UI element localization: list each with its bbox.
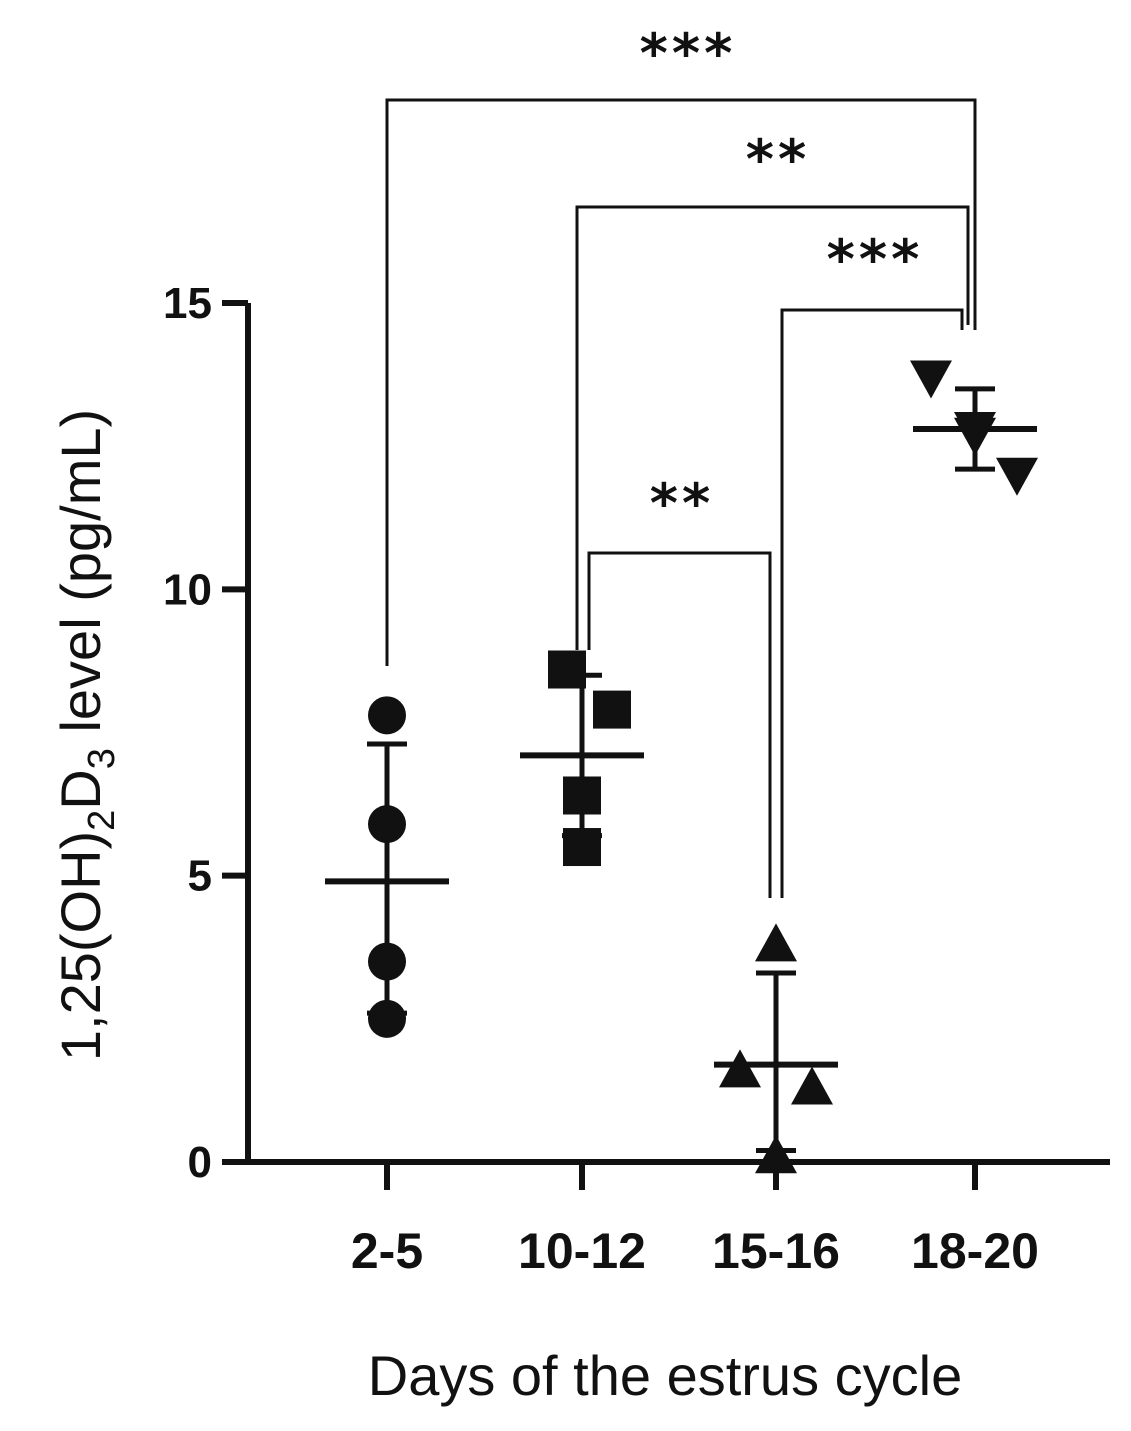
- significance-bracket: [780, 308, 964, 898]
- y-axis-title-sub2: 3: [81, 748, 123, 769]
- data-point-square: [563, 776, 601, 815]
- data-point-circle: [368, 999, 406, 1038]
- data-point-triangle-up: [755, 1135, 797, 1174]
- data-point-triangle-down: [996, 457, 1038, 496]
- significance-label: ***: [640, 22, 737, 85]
- x-tick-label: 10-12: [518, 1223, 646, 1279]
- data-point-triangle-up: [719, 1049, 761, 1088]
- y-axis-title-sub1: 2: [81, 810, 123, 831]
- significance-label: **: [746, 128, 810, 191]
- y-tick-label: 10: [163, 565, 212, 614]
- y-tick-label: 5: [188, 852, 212, 901]
- data-point-triangle-down: [954, 417, 996, 456]
- data-point-circle: [368, 805, 406, 844]
- significance-label: ***: [827, 228, 924, 291]
- y-axis-title-mid: D: [49, 769, 112, 809]
- x-tick-label: 2-5: [351, 1223, 423, 1279]
- data-point-square: [563, 828, 601, 867]
- data-point-square: [593, 690, 631, 729]
- x-axis-title: Days of the estrus cycle: [368, 1344, 962, 1407]
- significance-bracket: [385, 98, 977, 666]
- data-point-triangle-up: [791, 1066, 833, 1105]
- data-point-square: [548, 650, 586, 689]
- significance-label: **: [650, 472, 714, 535]
- y-tick-label: 0: [188, 1138, 212, 1187]
- data-point-triangle-up: [755, 923, 797, 962]
- y-axis-title-prefix: 1,25(OH): [49, 831, 112, 1061]
- data-point-triangle-down: [910, 360, 952, 399]
- significance-bracket: [587, 551, 772, 898]
- significance-bracket: [575, 205, 970, 650]
- y-tick-label: 15: [163, 279, 212, 328]
- x-tick-label: 18-20: [911, 1223, 1039, 1279]
- y-axis-title-suffix: level (pg/mL): [49, 409, 112, 748]
- y-axis-title: 1,25(OH)2D3 level (pg/mL): [49, 409, 123, 1061]
- x-tick-label: 15-16: [712, 1223, 840, 1279]
- data-point-circle: [368, 696, 406, 735]
- data-point-circle: [368, 942, 406, 981]
